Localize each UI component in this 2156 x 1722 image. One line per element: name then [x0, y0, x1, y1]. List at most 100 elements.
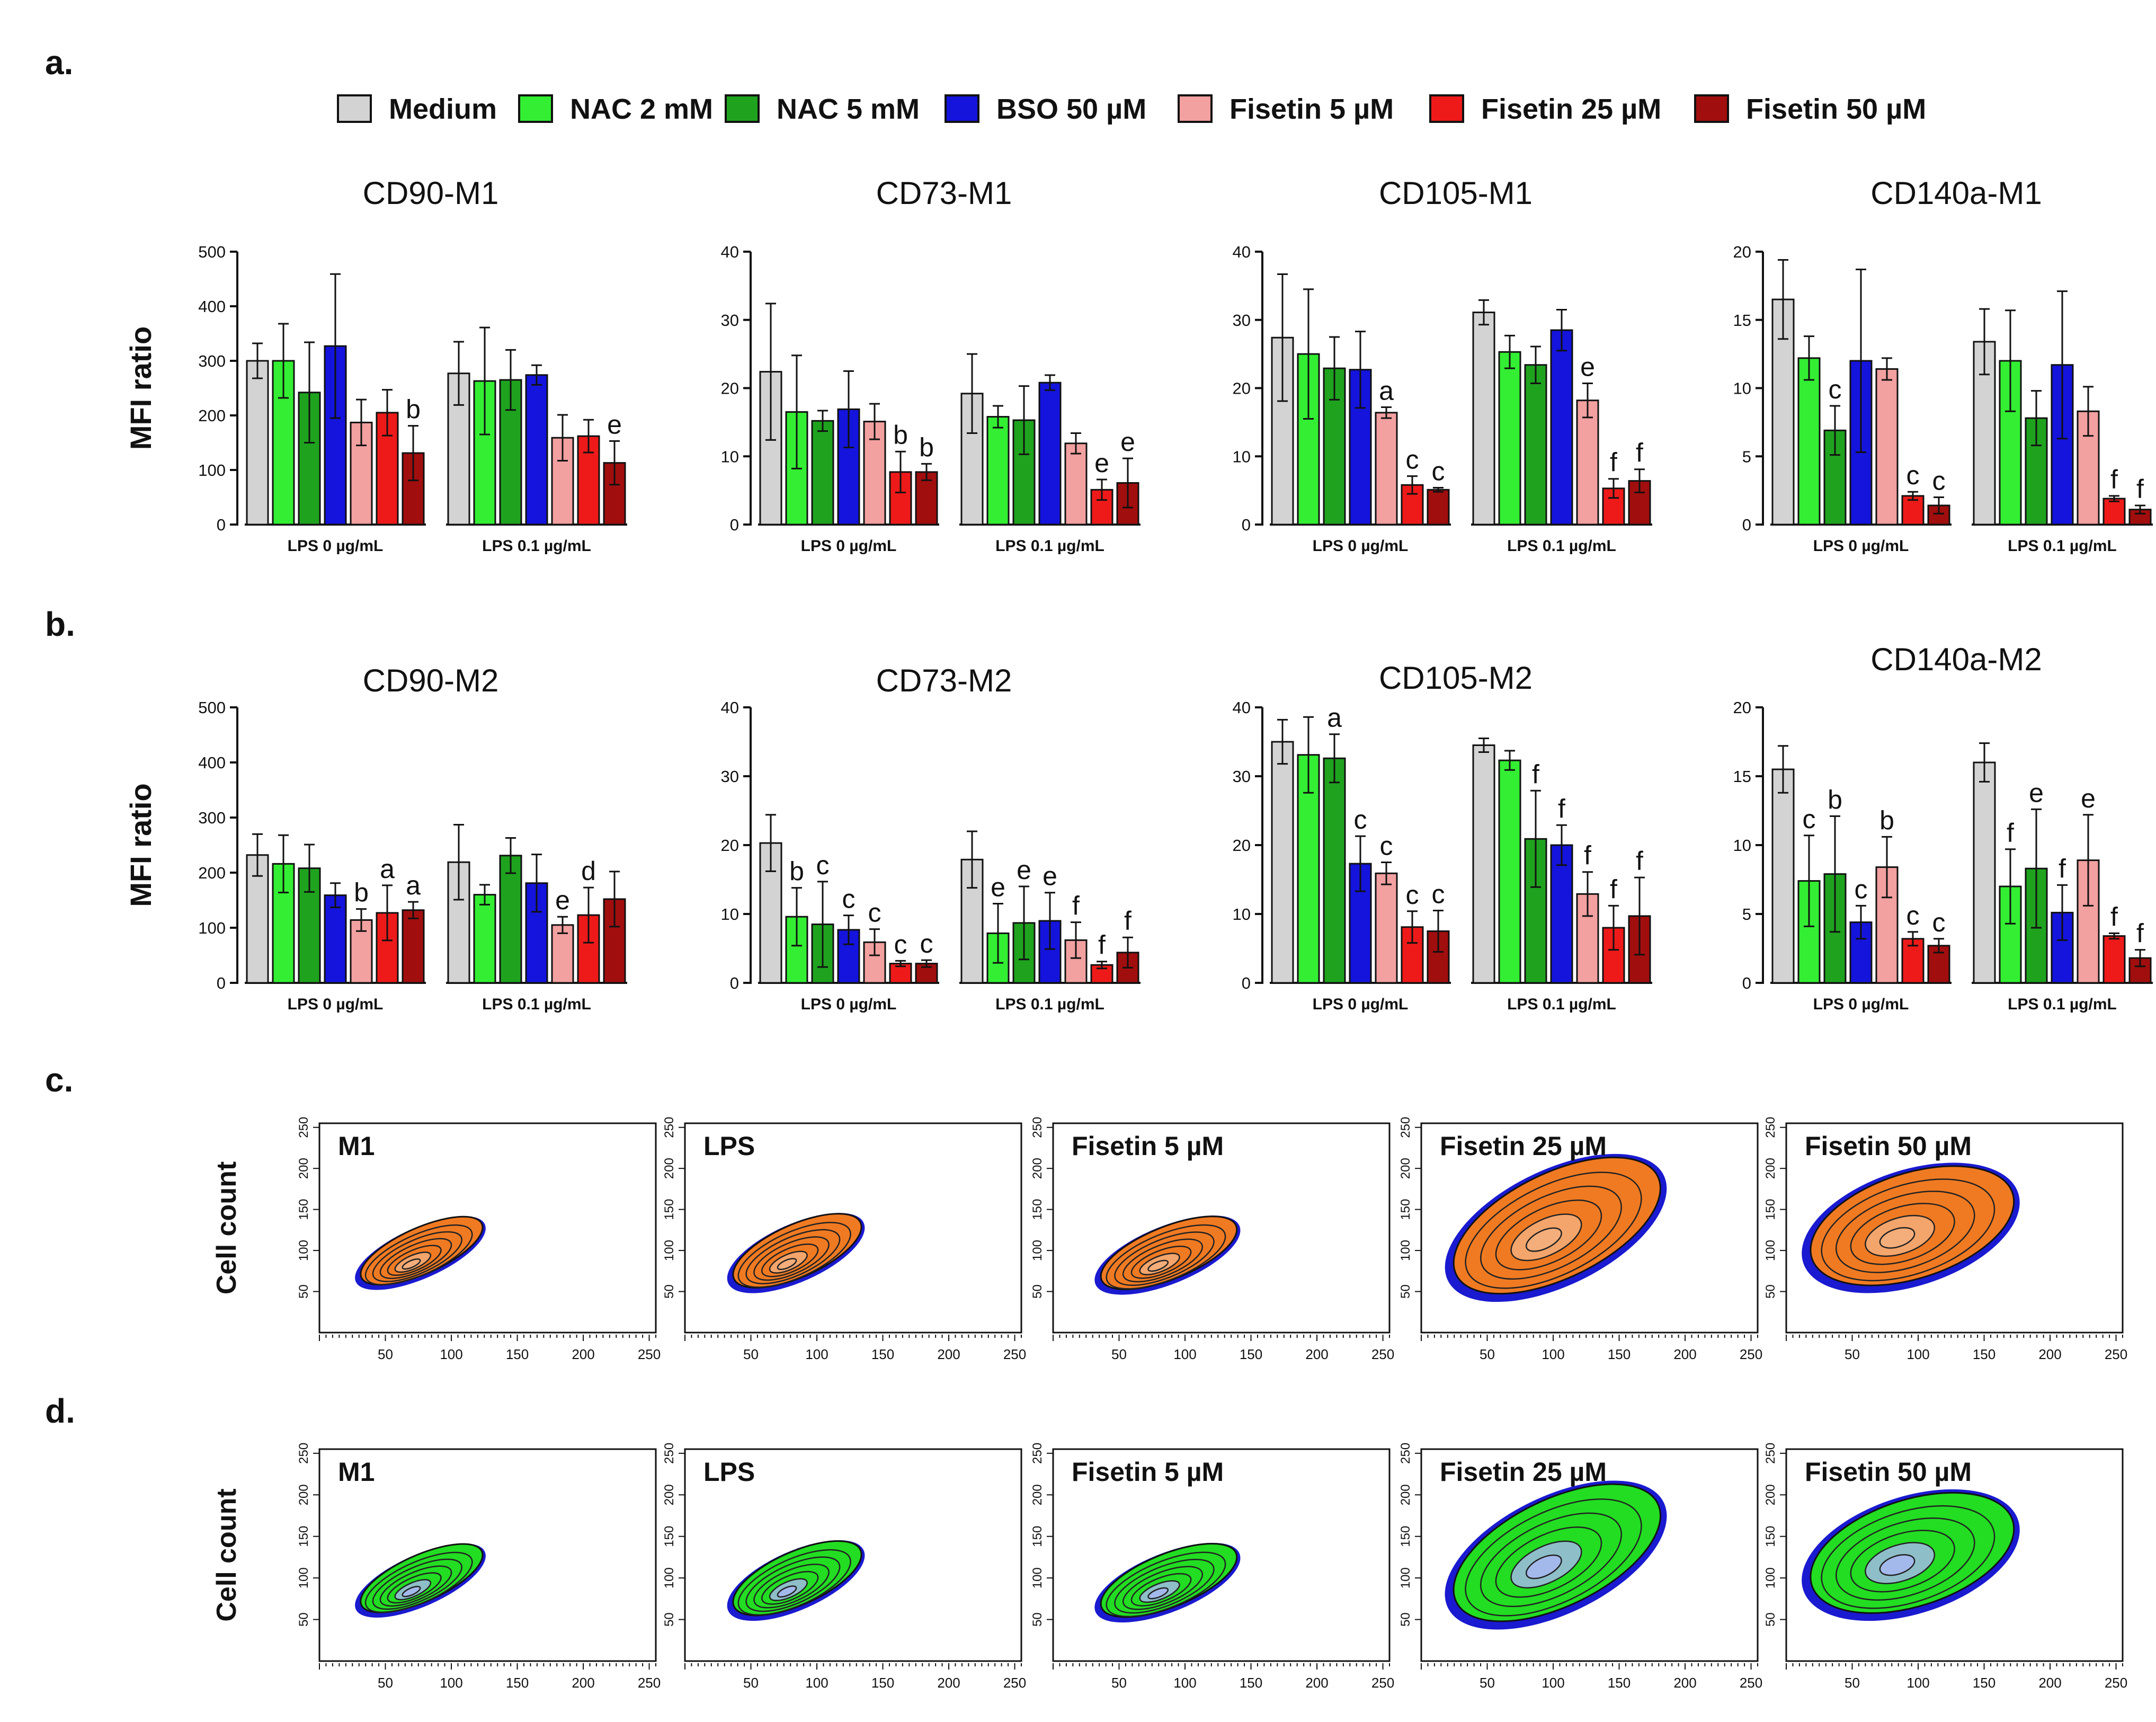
bar: [1901, 938, 1925, 984]
chart-title: CD105-M2: [1379, 660, 1533, 696]
significance-letter: c: [1932, 908, 1946, 937]
y-tick-label: 250: [1398, 1117, 1413, 1138]
y-tick-label: 500: [198, 698, 226, 717]
contour-title: Fisetin 5 µM: [1072, 1457, 1224, 1487]
contour-level: [732, 1213, 862, 1289]
x-tick-label: 250: [1003, 1675, 1026, 1691]
x-tick-label: 150: [1973, 1346, 1995, 1362]
contour-line: [1495, 1199, 1602, 1271]
contour-line: [1480, 1185, 1622, 1280]
chart-title: CD73-M1: [876, 175, 1012, 211]
significance-letter: e: [1120, 427, 1135, 457]
x-category-label: LPS 0.1 µg/mL: [2008, 996, 2117, 1013]
bar: [525, 374, 548, 526]
x-tick-label: 50: [1111, 1675, 1127, 1691]
x-tick-label: 50: [1111, 1346, 1127, 1362]
x-tick-label: 250: [1003, 1346, 1026, 1362]
bar: [1472, 744, 1495, 984]
y-tick-label: 150: [662, 1199, 676, 1220]
significance-letter: c: [1406, 445, 1419, 475]
contour-line: [1465, 1498, 1642, 1617]
bar: [1472, 312, 1495, 526]
chart-title: CD73-M2: [876, 663, 1012, 698]
contour-title: Fisetin 25 µM: [1440, 1131, 1607, 1161]
y-tick-label: 0: [1242, 974, 1251, 992]
x-tick-label: 250: [1371, 1346, 1394, 1362]
bar: [324, 894, 347, 984]
y-tick-label: 50: [662, 1284, 676, 1299]
significance-letter: f: [1636, 846, 1643, 876]
y-tick-label: 10: [1233, 905, 1251, 924]
y-tick-label: 150: [1398, 1526, 1413, 1547]
significance-letter: c: [1803, 804, 1816, 834]
legend-swatch: [1178, 94, 1213, 123]
y-tick-label: 150: [1398, 1199, 1413, 1220]
y-tick-label: 200: [198, 406, 226, 425]
x-tick-label: 100: [1173, 1675, 1196, 1691]
y-tick-label: 200: [297, 1484, 311, 1505]
contour-line: [1480, 1512, 1623, 1608]
significance-letter: f: [2110, 465, 2118, 494]
contour-line: [1147, 1587, 1169, 1600]
x-tick-label: 150: [506, 1346, 529, 1362]
significance-letter: b: [1879, 805, 1894, 835]
bar: [499, 855, 522, 984]
y-tick-label: 50: [662, 1612, 676, 1627]
y-tick-label: 500: [198, 243, 226, 261]
significance-letter: a: [380, 854, 395, 884]
contour-line: [761, 1243, 819, 1277]
x-tick-label: 100: [440, 1675, 462, 1691]
contour-line: [372, 1558, 462, 1610]
y-tick-label: 250: [1030, 1443, 1045, 1464]
significance-letter: a: [406, 871, 421, 900]
y-tick-label: 250: [1763, 1117, 1778, 1138]
y-tick-label: 100: [297, 1567, 311, 1588]
bar: [1323, 757, 1346, 984]
y-tick-label: 100: [297, 1240, 311, 1261]
y-tick-label: 20: [721, 379, 739, 398]
contour-title: Fisetin 25 µM: [1440, 1457, 1607, 1487]
significance-letter: b: [919, 432, 934, 462]
significance-letter: e: [2081, 784, 2096, 813]
x-tick-label: 100: [1542, 1346, 1564, 1362]
significance-letter: c: [1906, 460, 1920, 490]
y-tick-label: 200: [1030, 1158, 1045, 1179]
significance-letter: a: [1379, 376, 1394, 406]
legend-swatch: [337, 94, 372, 123]
significance-letter: e: [1043, 862, 1057, 891]
y-tick-label: 0: [217, 516, 226, 534]
contour-plot: 50 100 150 200 250 50 100 150 200 250 LPS: [662, 1117, 1026, 1362]
y-tick-label: 150: [1763, 1526, 1778, 1547]
bar: [1375, 412, 1398, 526]
contour-line: [1106, 1551, 1226, 1618]
contour-line: [1114, 1231, 1215, 1286]
contour-plot: 50 100 150 200 250 50 100 150 200 250 M1: [297, 1443, 661, 1691]
bar: [246, 854, 269, 984]
y-tick-label: 250: [1030, 1117, 1045, 1138]
contour-line: [402, 1586, 421, 1597]
y-tick-label: 150: [1030, 1526, 1045, 1547]
contour-line: [364, 1551, 473, 1613]
contour-plot: 50 100 150 200 250 50 100 150 200 250 Fisetin 5 µM: [1030, 1443, 1394, 1691]
contour-plot: 50 100 150 200 250 50 100 150 200 250 Fisetin 50 µ…: [1763, 1117, 2127, 1362]
x-tick-label: 50: [1845, 1346, 1860, 1362]
contour-line: [1114, 1558, 1215, 1614]
x-tick-label: 200: [1673, 1675, 1696, 1691]
significance-letter: e: [1094, 448, 1109, 478]
significance-letter: c: [1432, 880, 1445, 909]
x-category-label: LPS 0.1 µg/mL: [1507, 996, 1616, 1013]
contour-line: [1836, 1191, 1975, 1273]
legend-swatch: [1429, 94, 1464, 123]
x-tick-label: 250: [1371, 1675, 1394, 1691]
y-tick-label: 250: [662, 1117, 676, 1138]
y-tick-label: 0: [217, 974, 226, 992]
chart-title: CD140a-M2: [1870, 642, 2042, 677]
significance-letter: c: [1906, 901, 1920, 930]
bar: [1427, 489, 1450, 526]
y-tick-label: 100: [1763, 1567, 1778, 1588]
y-tick-label: 10: [1233, 447, 1251, 466]
y-tick-label: 50: [297, 1284, 311, 1299]
bar: [1797, 357, 1821, 526]
x-tick-label: 250: [638, 1346, 661, 1362]
y-tick-label: 250: [1763, 1443, 1778, 1464]
